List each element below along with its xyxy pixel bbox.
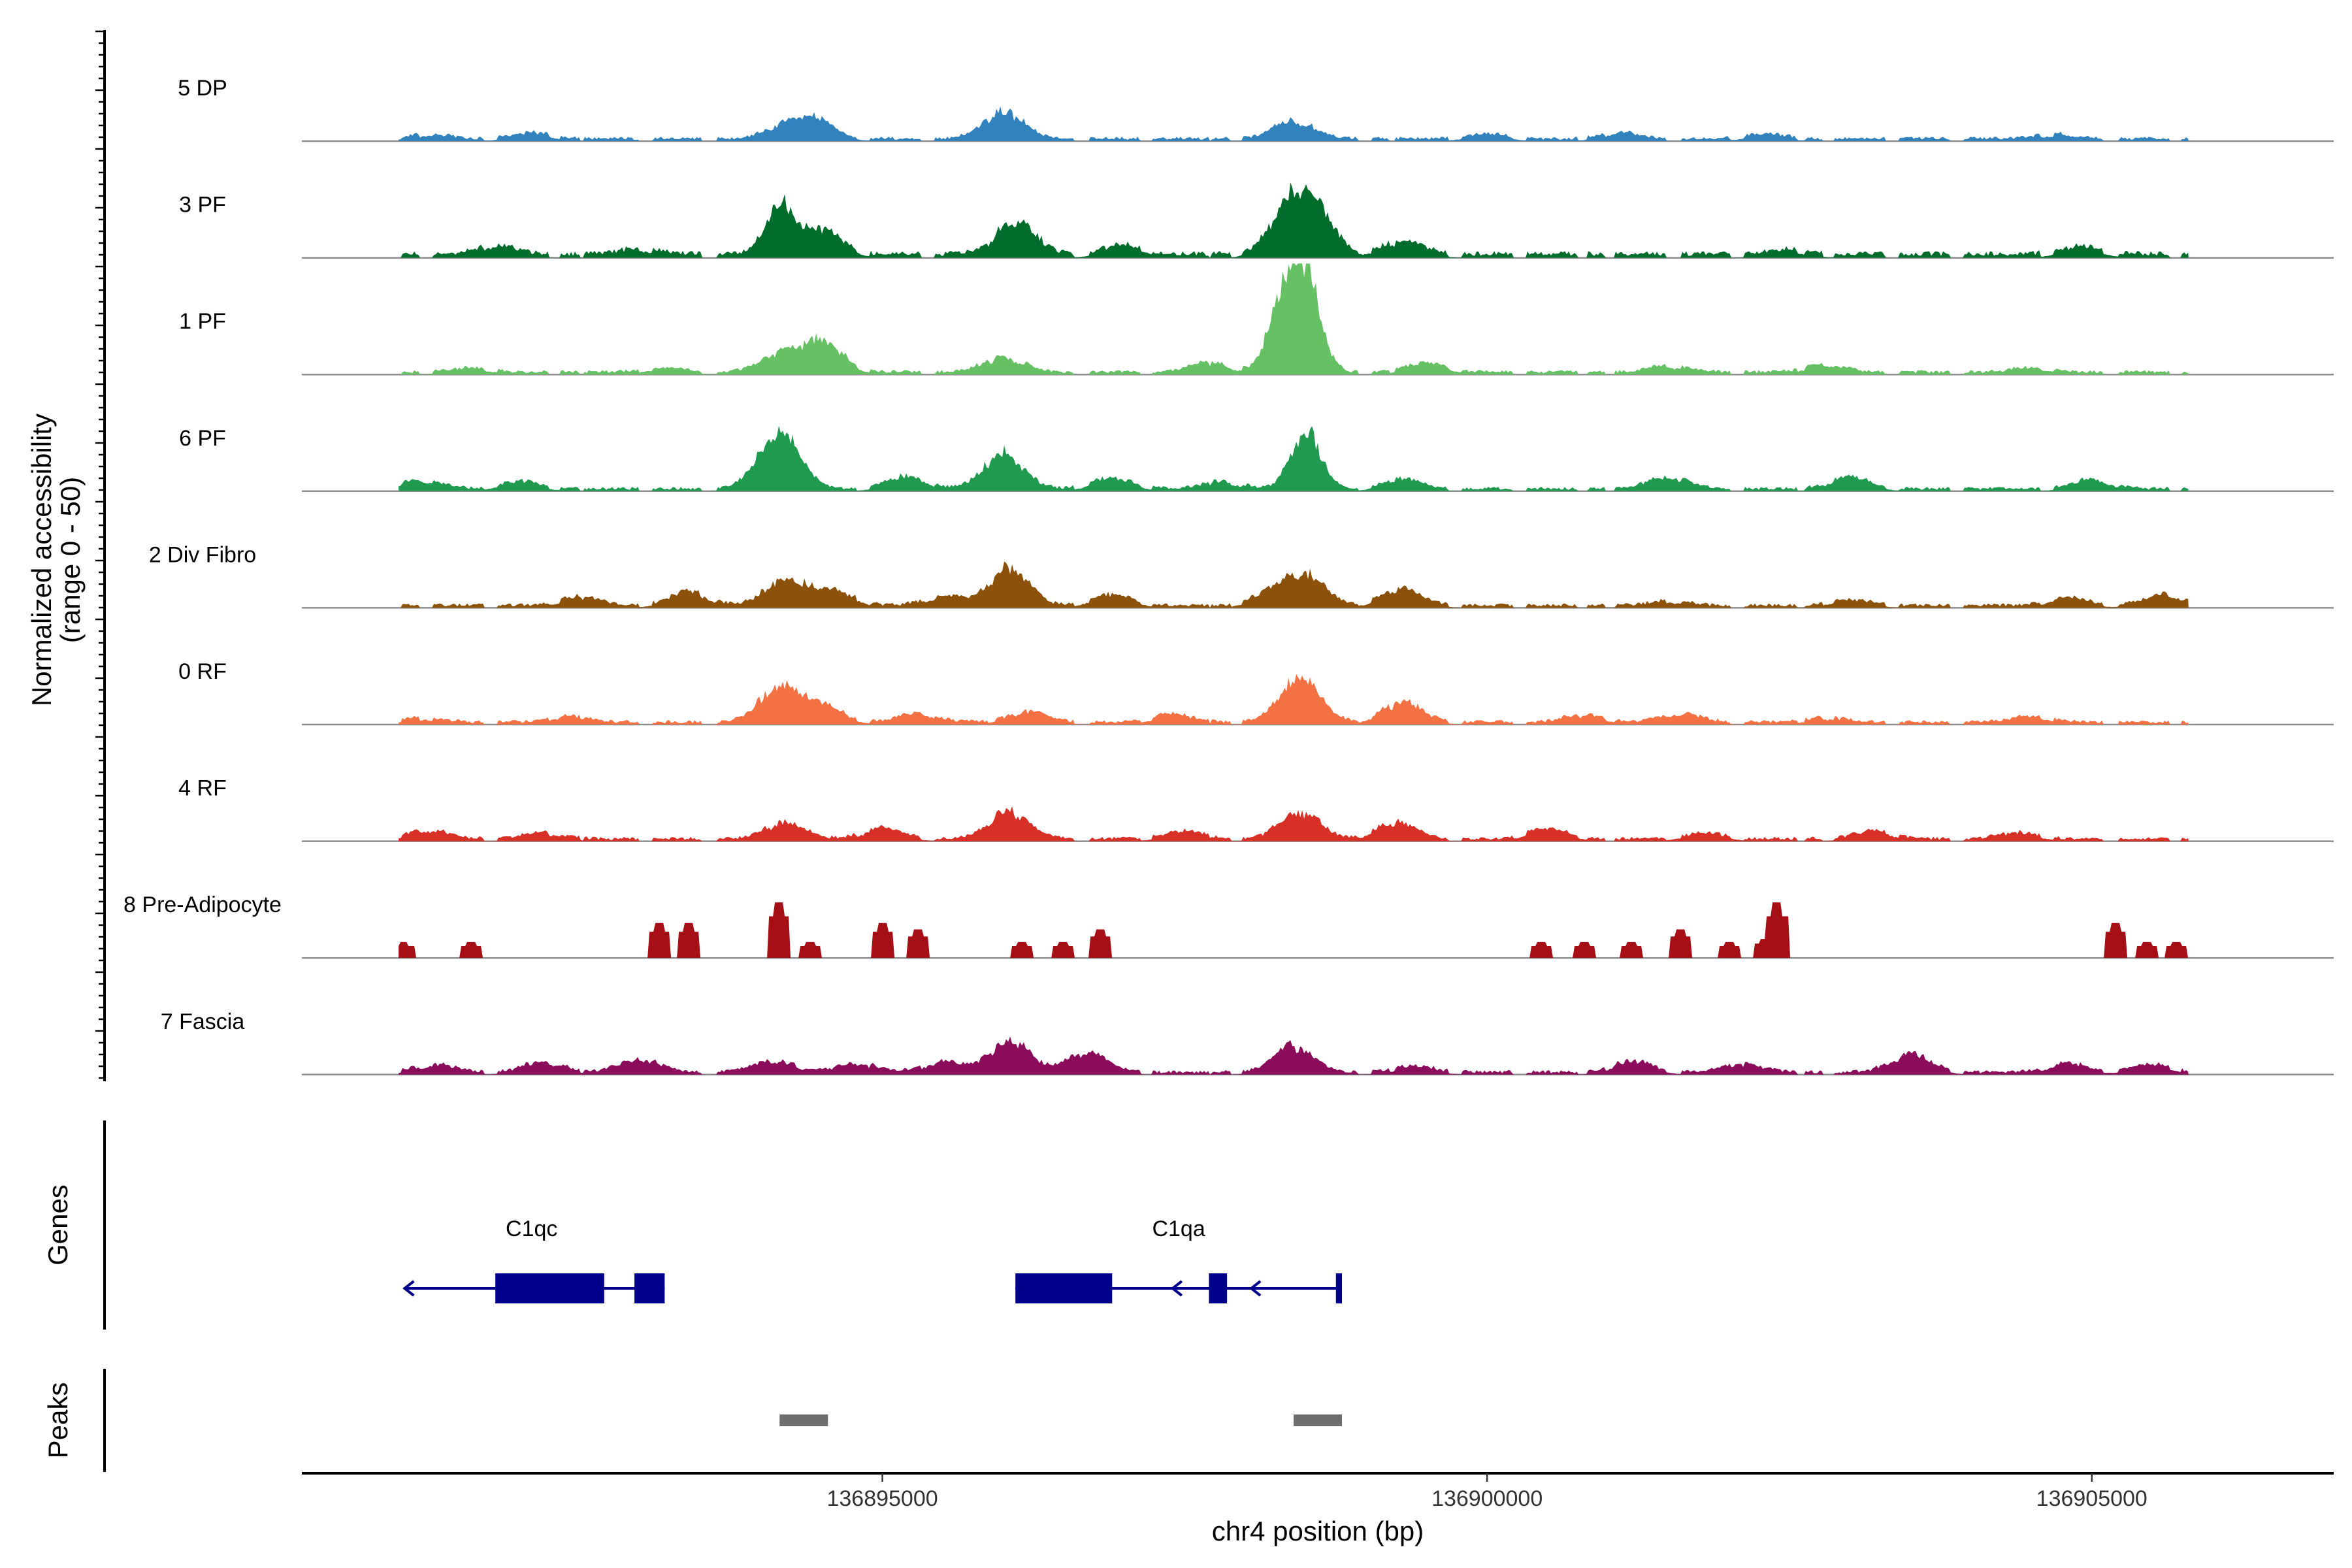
exon — [495, 1273, 604, 1303]
coverage-y-ticks — [95, 30, 105, 1079]
peaks-panel-label: Peaks — [42, 1382, 73, 1459]
track-8-pre-adipocyte: 8 Pre-Adipocyte — [123, 892, 2334, 959]
peaks-track — [779, 1414, 1343, 1426]
x-axis-label: chr4 position (bp) — [1212, 1516, 1424, 1546]
track-label: 4 RF — [178, 776, 227, 801]
track-5-dp: 5 DP — [178, 76, 2334, 142]
y-axis-label-line2: (range 0 - 50) — [55, 477, 86, 643]
strand-arrow — [1249, 1280, 1262, 1297]
exon — [634, 1273, 665, 1303]
coverage-area — [399, 425, 2189, 491]
coverage-area — [399, 806, 2189, 841]
track-3-pf: 3 PF — [179, 182, 2334, 259]
track-4-rf: 4 RF — [178, 776, 2334, 842]
gene-name: C1qa — [1152, 1217, 1205, 1241]
coverage-area — [399, 561, 2189, 608]
track-label: 2 Div Fibro — [149, 542, 256, 567]
track-7-fascia: 7 Fascia — [161, 1009, 2334, 1076]
genes-track: C1qc C1qa — [402, 1217, 1343, 1303]
track-label: 3 PF — [179, 193, 226, 218]
peak-region — [1293, 1414, 1343, 1426]
genes-panel-label: Genes — [42, 1184, 73, 1266]
gene-c1qc: C1qc — [402, 1217, 665, 1303]
track-2-div-fibro: 2 Div Fibro — [149, 542, 2334, 609]
track-label: 0 RF — [178, 659, 227, 684]
coverage-area — [399, 674, 2189, 725]
track-0-rf: 0 RF — [178, 659, 2334, 726]
track-1-pf: 1 PF — [179, 263, 2334, 376]
coverage-area — [399, 902, 2189, 958]
x-tick-label: 136895000 — [826, 1486, 938, 1511]
x-axis-ticks: 136895000 136900000 136905000 — [826, 1473, 2148, 1511]
x-tick-label: 136905000 — [2036, 1486, 2148, 1511]
coverage-area — [399, 182, 2189, 258]
strand-arrow — [402, 1280, 415, 1297]
strand-arrow — [1170, 1280, 1183, 1297]
exon — [1335, 1273, 1343, 1303]
gene-name: C1qc — [506, 1217, 557, 1241]
coverage-area — [399, 1036, 2189, 1075]
x-tick-label: 136900000 — [1431, 1486, 1543, 1511]
coverage-tracks: 5 DP 3 PF 1 PF 6 PF 2 Div Fibro 0 RF 4 RF 8 Pre… — [123, 76, 2334, 1076]
coverage-area — [399, 263, 2189, 375]
coverage-area — [399, 106, 2189, 141]
gene-c1qa: C1qa — [1015, 1217, 1343, 1303]
y-axis-label-line1: Normalized accessibility — [26, 414, 57, 706]
track-label: 8 Pre-Adipocyte — [123, 892, 282, 917]
track-label: 7 Fascia — [161, 1009, 245, 1034]
track-label: 5 DP — [178, 76, 227, 101]
track-6-pf: 6 PF — [179, 425, 2334, 493]
peak-region — [779, 1414, 828, 1426]
track-label: 6 PF — [179, 426, 226, 451]
exon — [1209, 1273, 1228, 1303]
exon — [1015, 1273, 1113, 1303]
track-label: 1 PF — [179, 309, 226, 334]
